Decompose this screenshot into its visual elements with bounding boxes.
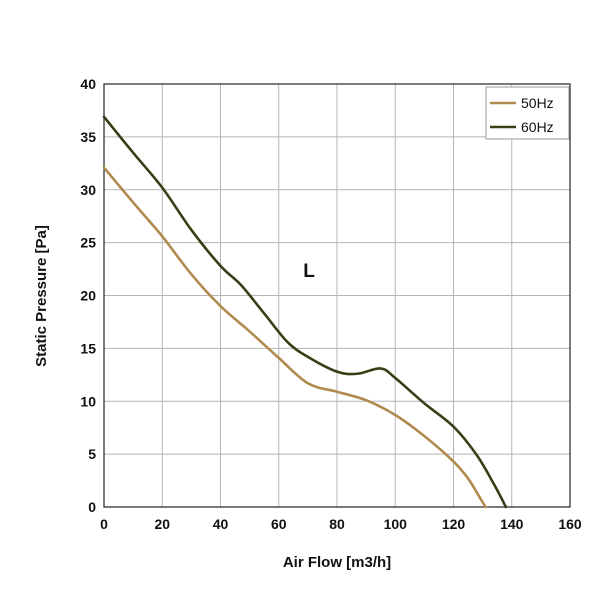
x-tick-label: 60 [271, 516, 287, 532]
chart-annotation: L [303, 261, 315, 282]
y-tick-label: 35 [80, 129, 96, 145]
y-tick-label: 40 [80, 76, 96, 92]
y-tick-label: 30 [80, 182, 96, 198]
x-tick-label: 120 [442, 516, 466, 532]
x-tick-label: 0 [100, 516, 108, 532]
x-tick-label: 140 [500, 516, 524, 532]
x-tick-label: 20 [154, 516, 170, 532]
legend: 50Hz 60Hz [485, 86, 570, 140]
y-axis-title: Static Pressure [Pa] [33, 225, 50, 367]
y-tick-labels: 0 5 10 15 20 25 30 35 40 [80, 76, 96, 515]
y-tick-label: 0 [88, 499, 96, 515]
series-line-60hz [102, 115, 508, 509]
x-tick-label: 80 [329, 516, 345, 532]
series-lines [102, 115, 508, 509]
x-tick-labels: 0 20 40 60 80 100 120 140 160 [100, 516, 582, 532]
x-tick-label: 160 [558, 516, 582, 532]
y-tick-label: 25 [80, 235, 96, 251]
x-tick-label: 100 [384, 516, 408, 532]
y-tick-label: 10 [80, 393, 96, 409]
x-tick-label: 40 [213, 516, 229, 532]
legend-label-50hz: 50Hz [521, 95, 554, 111]
plot-frame [103, 83, 571, 508]
legend-label-60hz: 60Hz [521, 119, 554, 135]
y-tick-label: 15 [80, 340, 96, 356]
legend-box [485, 86, 570, 140]
y-tick-label: 20 [80, 288, 96, 304]
x-axis-title: Air Flow [m3/h] [283, 554, 391, 571]
series-line-50hz [102, 166, 487, 509]
y-tick-label: 5 [88, 446, 96, 462]
